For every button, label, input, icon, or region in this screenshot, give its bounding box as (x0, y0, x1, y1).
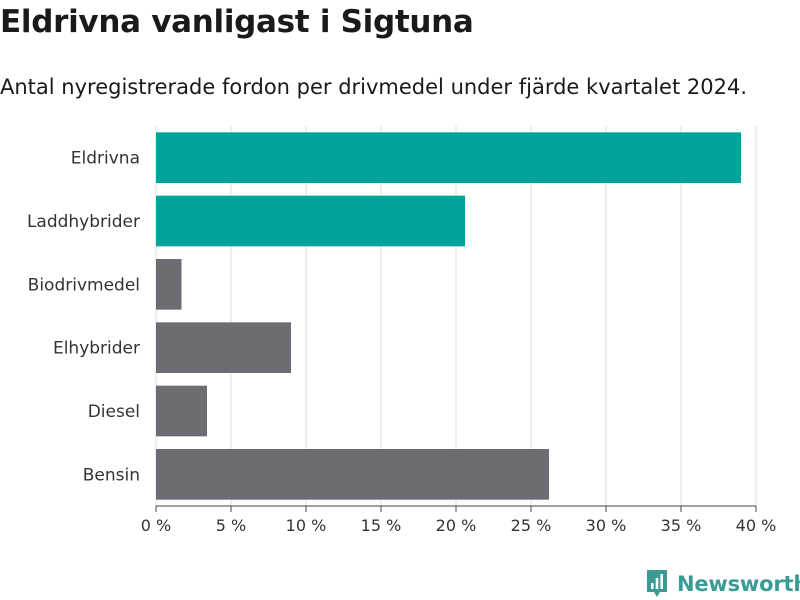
x-axis-ticks: 0 % 5 % 10 % 15 % 20 % 25 % 30 % 35 % 40 % (141, 505, 777, 535)
category-label: Bensin (83, 465, 140, 485)
brand-logo: Newsworthy (645, 569, 800, 599)
category-labels: Eldrivna Laddhybrider Biodrivmedel Elhybrid… (27, 149, 140, 486)
x-tick-label: 20 % (436, 516, 477, 535)
bars (156, 132, 741, 500)
category-label: Diesel (88, 402, 140, 422)
grid-lines (155, 126, 757, 506)
x-tick-label: 10 % (286, 516, 327, 535)
x-tick-label: 5 % (216, 516, 246, 535)
x-tick-label: 30 % (586, 516, 627, 535)
chart-subtitle: Antal nyregistrerade fordon per drivmede… (0, 75, 748, 99)
category-label: Biodrivmedel (28, 275, 140, 295)
bar-biodrivmedel (156, 259, 182, 310)
bar-elhybrider (156, 322, 291, 373)
category-label: Eldrivna (71, 149, 140, 169)
brand-name: Newsworthy (677, 572, 800, 596)
bar-diesel (156, 385, 207, 437)
x-tick-label: 0 % (141, 516, 171, 535)
x-tick-label: 25 % (511, 516, 552, 535)
x-tick-label: 40 % (736, 516, 777, 535)
bar-chart: Eldrivna Laddhybrider Biodrivmedel Elhybrid… (27, 126, 777, 535)
newsworthy-logo-icon (647, 570, 667, 597)
category-label: Elhybrider (53, 339, 140, 359)
bar-laddhybrider (156, 195, 465, 247)
chart-title: Eldrivna vanligast i Sigtuna (0, 4, 474, 40)
bar-bensin (156, 449, 549, 500)
bar-eldrivna (156, 132, 741, 183)
category-label: Laddhybrider (27, 212, 140, 232)
x-tick-label: 35 % (661, 516, 702, 535)
x-tick-label: 15 % (361, 516, 402, 535)
